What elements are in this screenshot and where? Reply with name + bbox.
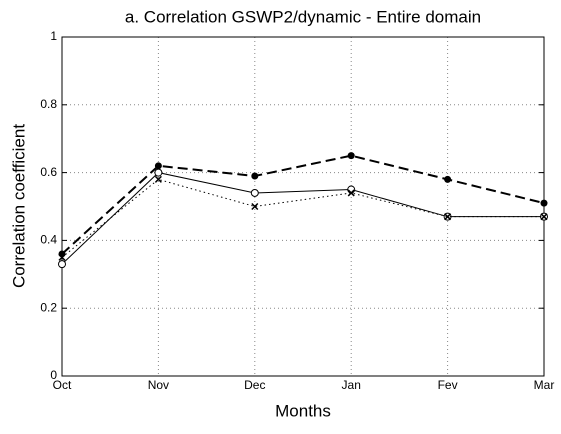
marker bbox=[540, 213, 548, 221]
marker bbox=[58, 260, 66, 269]
marker bbox=[251, 172, 259, 180]
marker bbox=[58, 253, 66, 261]
line bbox=[61, 178, 544, 258]
y-axis-label: Correlation coefficient bbox=[9, 124, 28, 288]
marker bbox=[250, 188, 259, 197]
y-tick-label: 0.4 bbox=[40, 233, 57, 247]
marker bbox=[444, 175, 452, 183]
line bbox=[61, 154, 545, 255]
y-tick-label: 0.8 bbox=[40, 97, 57, 111]
chart-title: a. Correlation GSWP2/dynamic - Entire do… bbox=[125, 7, 481, 26]
marker bbox=[154, 162, 162, 170]
marker bbox=[251, 202, 259, 211]
marker bbox=[444, 213, 452, 221]
marker bbox=[540, 199, 548, 207]
x-axis-label: Months bbox=[275, 401, 331, 420]
y-tick-label: 0 bbox=[50, 368, 57, 382]
y-tick-label: 1 bbox=[50, 29, 57, 43]
x-tick-label: Dec bbox=[244, 378, 265, 392]
marker bbox=[154, 175, 162, 183]
marker bbox=[347, 152, 355, 160]
x-tick-label: Oct bbox=[53, 378, 72, 392]
y-tick-label: 0.6 bbox=[40, 165, 57, 179]
x-tick-label: Jan bbox=[342, 378, 361, 392]
x-tick-label: Mar bbox=[534, 378, 555, 392]
marker bbox=[347, 189, 355, 197]
x-tick-label: Nov bbox=[148, 378, 169, 392]
x-tick-label: Fev bbox=[438, 378, 458, 392]
y-tick-label: 0.2 bbox=[40, 300, 57, 314]
marker bbox=[154, 168, 163, 177]
